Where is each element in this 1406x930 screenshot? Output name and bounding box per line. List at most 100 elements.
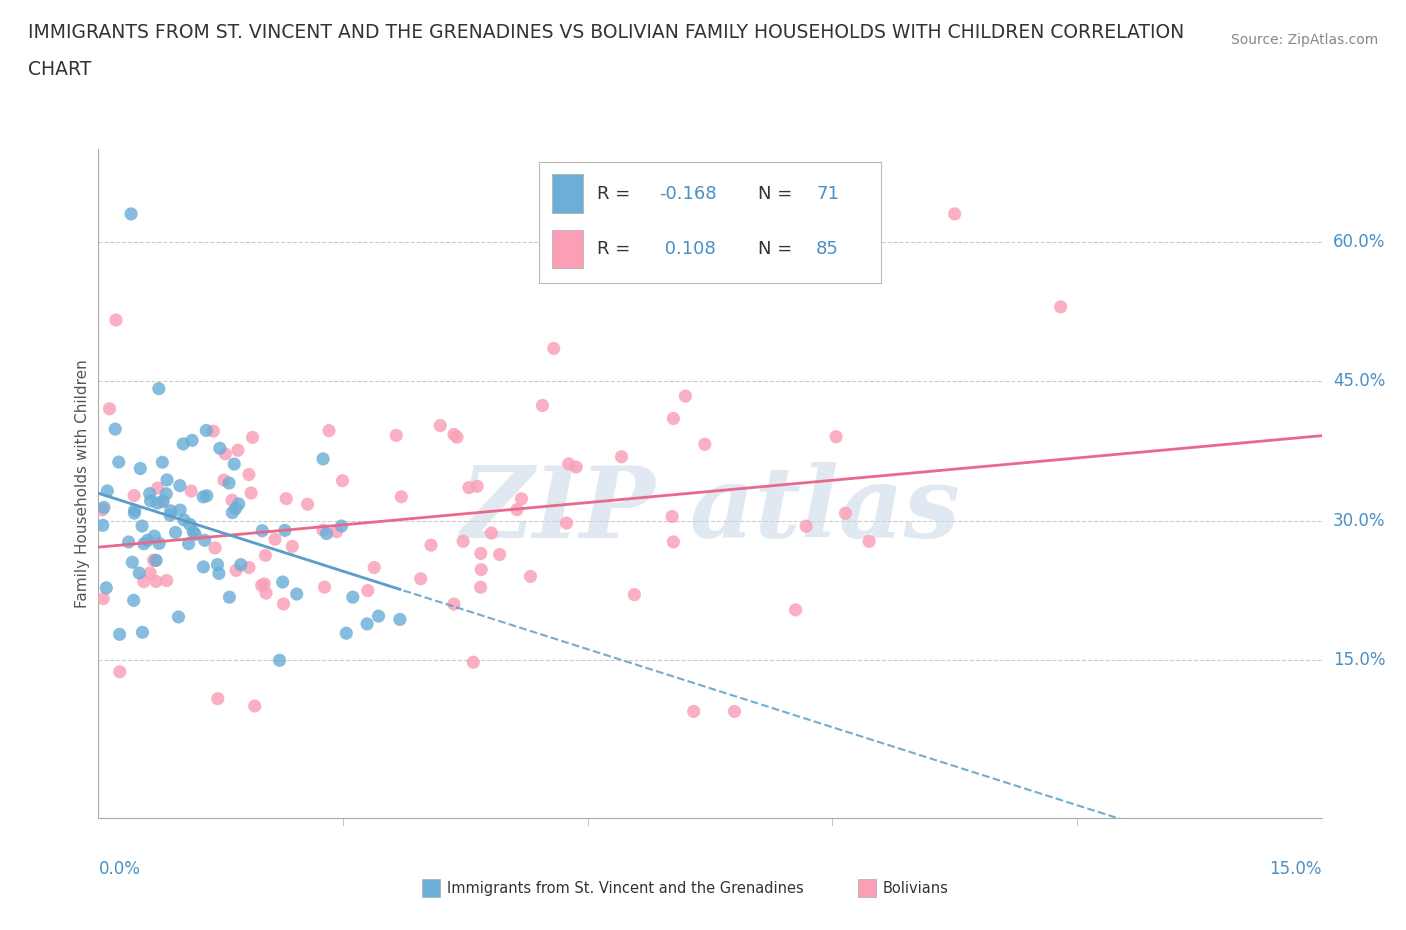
Point: [451, 534, 474, 549]
Point: [312, 451, 335, 466]
Point: [195, 423, 218, 438]
Point: [131, 519, 153, 534]
Point: [409, 571, 432, 586]
Point: [224, 457, 246, 472]
Point: [531, 398, 554, 413]
Point: [385, 428, 408, 443]
Y-axis label: Family Households with Children: Family Households with Children: [75, 359, 90, 608]
Point: [96, 484, 118, 498]
Point: [104, 312, 127, 327]
Point: [167, 609, 190, 624]
Point: [470, 563, 492, 578]
Point: [122, 488, 145, 503]
Point: [332, 473, 354, 488]
Point: [104, 421, 127, 436]
Point: [785, 603, 807, 618]
Text: ZIP atlas: ZIP atlas: [460, 462, 960, 559]
Point: [273, 596, 295, 611]
Point: [172, 436, 194, 451]
Point: [159, 503, 181, 518]
Point: [128, 565, 150, 580]
Text: Source: ZipAtlas.com: Source: ZipAtlas.com: [1230, 33, 1378, 46]
Point: [693, 437, 716, 452]
Point: [276, 491, 298, 506]
Point: [330, 519, 353, 534]
Point: [108, 627, 131, 642]
Point: [254, 548, 277, 563]
Point: [212, 472, 235, 487]
Point: [179, 517, 201, 532]
Text: IMMIGRANTS FROM ST. VINCENT AND THE GRENADINES VS BOLIVIAN FAMILY HOUSEHOLDS WIT: IMMIGRANTS FROM ST. VINCENT AND THE GREN…: [28, 23, 1184, 42]
Point: [238, 467, 260, 482]
Point: [91, 518, 114, 533]
Point: [193, 560, 215, 575]
Point: [274, 523, 297, 538]
Point: [314, 579, 336, 594]
Point: [98, 402, 121, 417]
Point: [132, 574, 155, 589]
Text: 60.0%: 60.0%: [1333, 232, 1385, 251]
Point: [121, 555, 143, 570]
Point: [138, 486, 160, 501]
Point: [264, 532, 287, 547]
Point: [252, 524, 274, 538]
Point: [723, 704, 745, 719]
Point: [470, 546, 492, 561]
Point: [682, 704, 704, 719]
Point: [180, 484, 202, 498]
Point: [181, 525, 204, 539]
Point: [519, 569, 541, 584]
Point: [661, 509, 683, 524]
Point: [243, 698, 266, 713]
Point: [250, 578, 273, 592]
Point: [357, 583, 380, 598]
Point: [177, 537, 200, 551]
Point: [794, 519, 817, 534]
Point: [221, 493, 243, 508]
Point: [834, 506, 856, 521]
Point: [208, 441, 231, 456]
Text: 0.0%: 0.0%: [98, 860, 141, 878]
Point: [107, 455, 129, 470]
Point: [557, 457, 579, 472]
Point: [229, 557, 252, 572]
Point: [193, 489, 215, 504]
Point: [145, 553, 167, 568]
Point: [143, 528, 166, 543]
Point: [269, 653, 291, 668]
Text: 15.0%: 15.0%: [1270, 860, 1322, 878]
Text: 30.0%: 30.0%: [1333, 512, 1385, 530]
Text: 15.0%: 15.0%: [1333, 651, 1385, 670]
Point: [510, 491, 533, 506]
Point: [242, 430, 264, 445]
Point: [129, 461, 152, 476]
Point: [93, 500, 115, 515]
Point: [297, 497, 319, 512]
Point: [91, 502, 114, 517]
Point: [429, 418, 451, 433]
Point: [204, 540, 226, 555]
Point: [142, 552, 165, 567]
Point: [155, 486, 177, 501]
Text: Bolivians: Bolivians: [883, 881, 949, 896]
Point: [169, 478, 191, 493]
Point: [465, 479, 488, 494]
Point: [218, 475, 240, 490]
Point: [207, 691, 229, 706]
Point: [194, 533, 217, 548]
Point: [208, 566, 231, 581]
Point: [91, 591, 114, 606]
Point: [218, 590, 240, 604]
Point: [131, 625, 153, 640]
Point: [146, 481, 169, 496]
Point: [443, 597, 465, 612]
Text: 45.0%: 45.0%: [1333, 372, 1385, 391]
Point: [662, 535, 685, 550]
Point: [943, 206, 966, 221]
Point: [285, 587, 308, 602]
Text: Immigrants from St. Vincent and the Grenadines: Immigrants from St. Vincent and the Gren…: [447, 881, 804, 896]
Point: [367, 608, 389, 623]
Point: [148, 536, 170, 551]
Point: [156, 472, 179, 487]
Point: [136, 533, 159, 548]
